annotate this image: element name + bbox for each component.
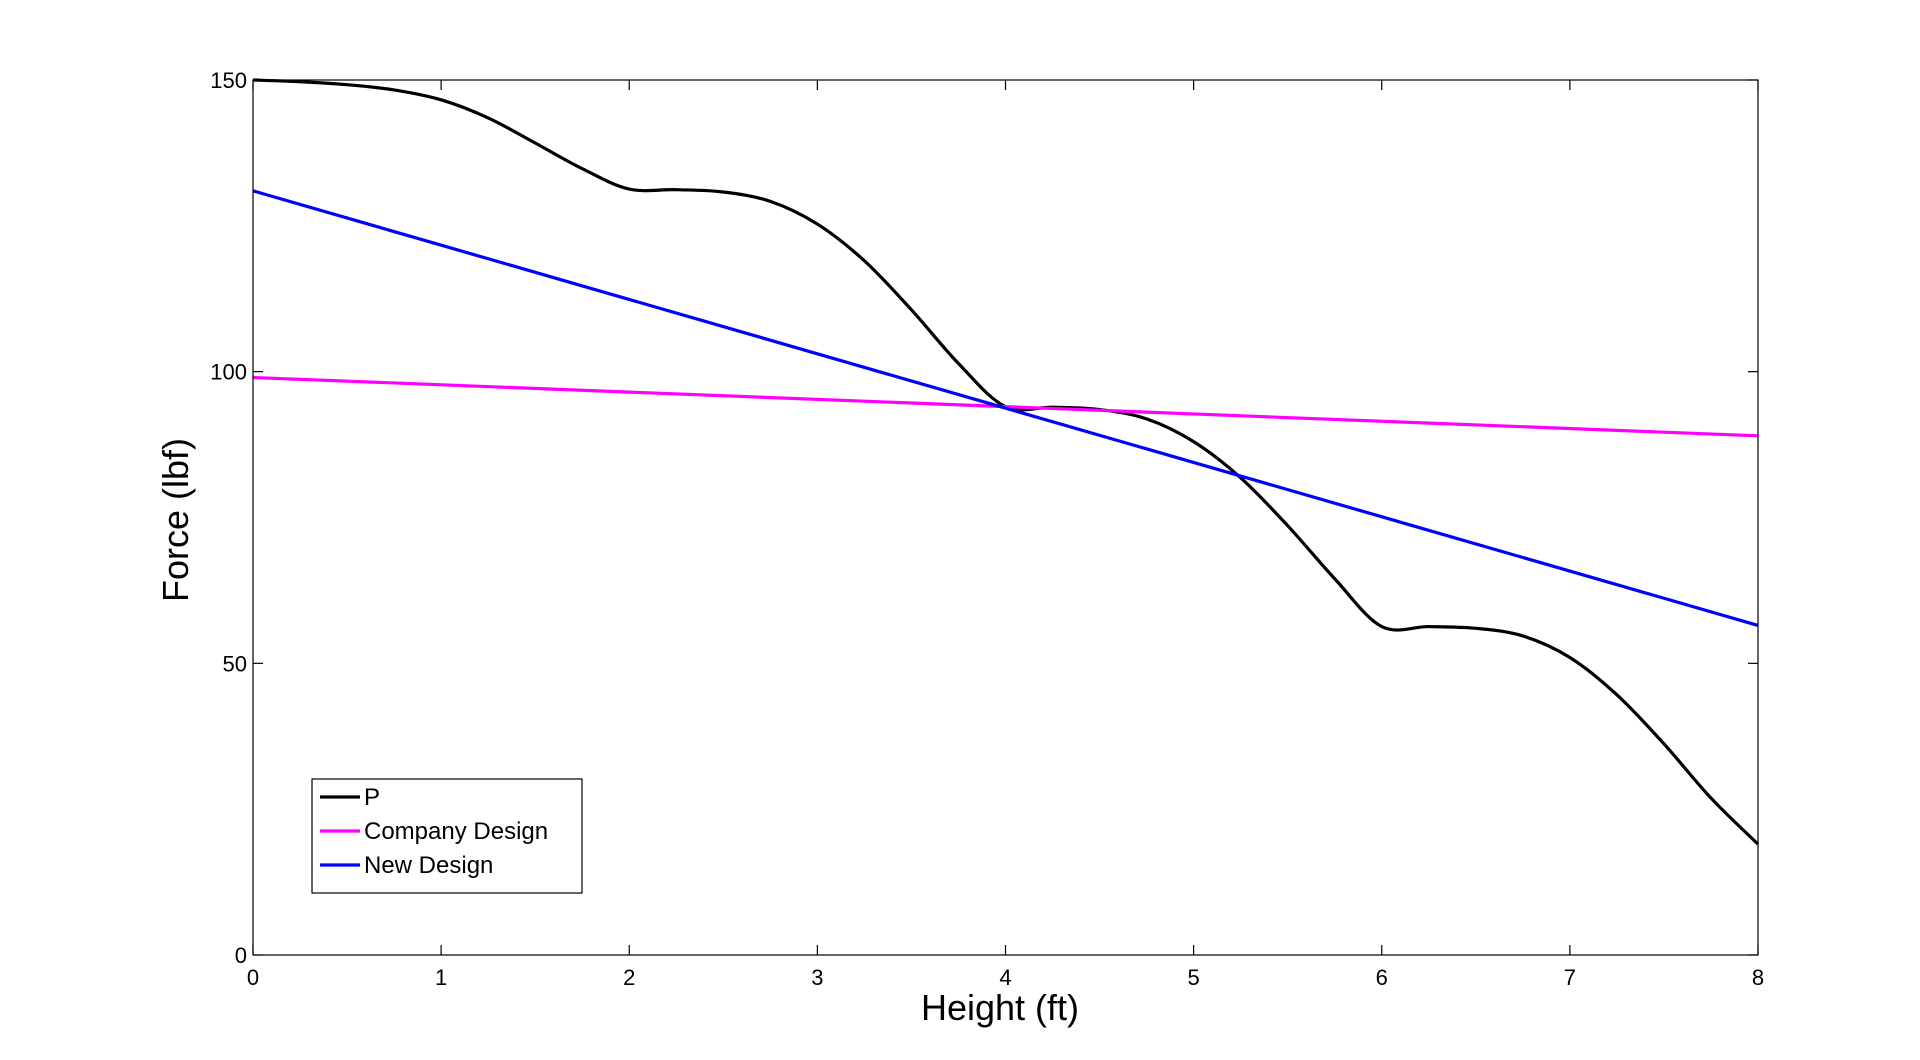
legend-label: Company Design: [364, 818, 548, 845]
x-tick-label: 3: [811, 965, 823, 990]
x-tick-label: 8: [1752, 965, 1764, 990]
x-axis-label: Height (ft): [921, 987, 1079, 1028]
y-tick-label: 100: [210, 360, 247, 385]
y-axis-label: Force (lbf): [155, 438, 196, 602]
legend-label: New Design: [364, 852, 493, 879]
legend-label: P: [364, 784, 380, 811]
x-tick-label: 1: [435, 965, 447, 990]
x-tick-label: 2: [623, 965, 635, 990]
x-tick-label: 0: [247, 965, 259, 990]
plot-lines: [252, 78, 1760, 846]
legend: P Company Design New Design: [311, 778, 583, 894]
y-tick-label: 150: [210, 68, 247, 93]
x-tick-label: 6: [1376, 965, 1388, 990]
series-line-2: [252, 189, 1759, 627]
x-tick-label: 5: [1188, 965, 1200, 990]
y-tick-label: 50: [223, 651, 247, 676]
x-tick-label: 4: [999, 965, 1011, 990]
x-tick-label: 7: [1564, 965, 1576, 990]
axis-ticks: 0 1 2 3 4 5 6 7 8 0 50 100 150: [210, 68, 1764, 990]
y-tick-label: 0: [235, 943, 247, 968]
